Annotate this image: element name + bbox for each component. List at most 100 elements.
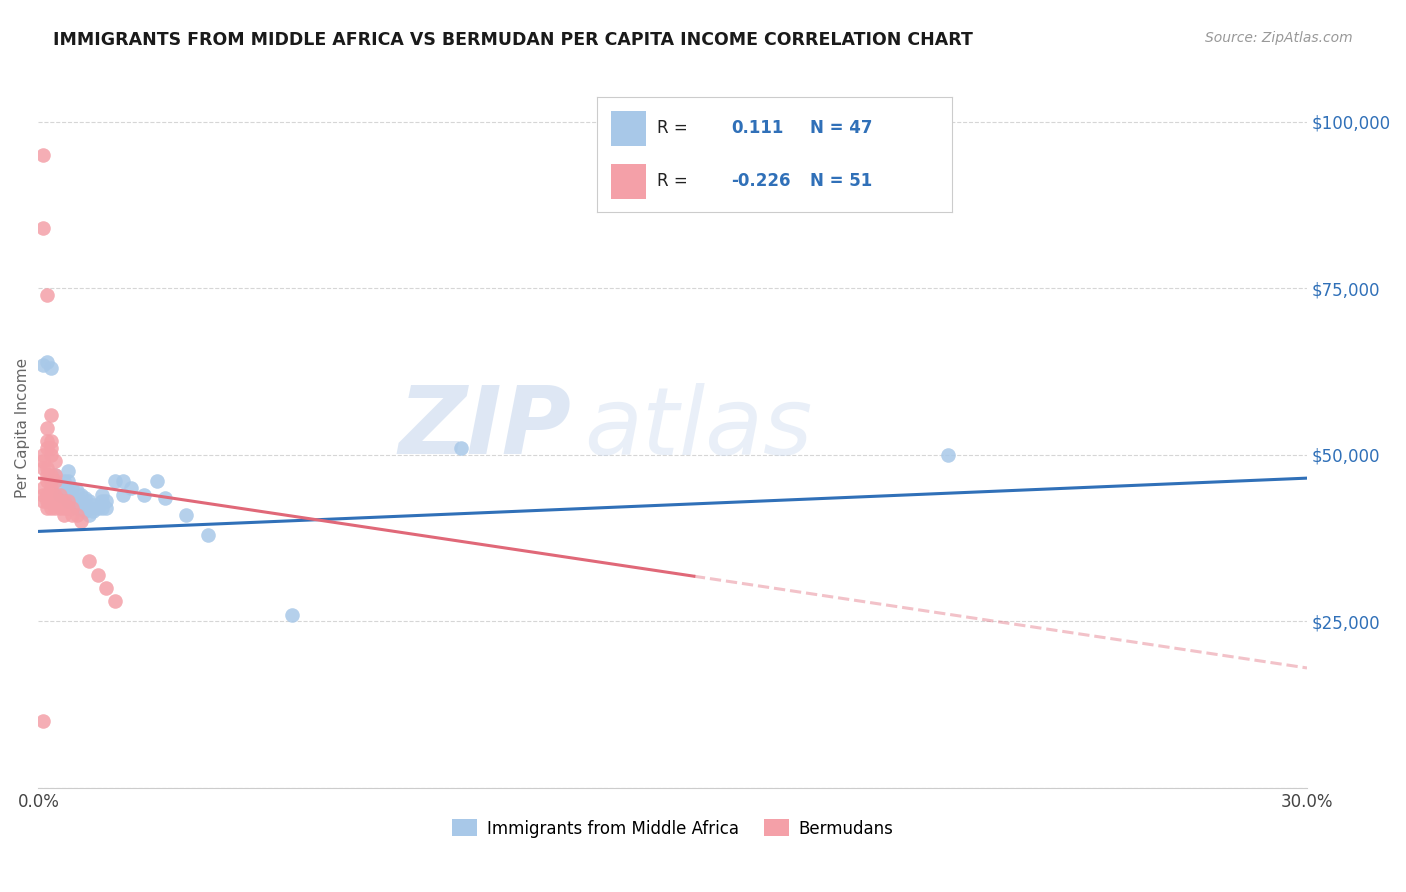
Point (281, 607, 304, 622)
Point (39, 434, 62, 449)
Point (31, 454, 53, 468)
Point (936, 448, 959, 462)
Point (31, 148, 53, 162)
Point (39, 361, 62, 376)
Point (77, 554, 100, 568)
Point (112, 475, 135, 489)
Point (44, 454, 66, 468)
Point (73, 491, 96, 505)
Point (39, 481, 62, 495)
Text: ZIP: ZIP (398, 382, 571, 475)
Point (82, 498, 104, 512)
Point (90, 494, 112, 508)
Point (48, 501, 70, 516)
Point (44, 501, 66, 516)
Point (35, 434, 58, 449)
Point (44, 467, 66, 482)
Point (103, 475, 125, 489)
Point (56, 484, 79, 499)
Point (112, 488, 135, 502)
Point (56, 494, 79, 508)
Point (134, 488, 156, 502)
Point (60, 481, 83, 495)
Point (52, 488, 75, 502)
Point (44, 467, 66, 482)
Point (77, 501, 100, 516)
Point (90, 501, 112, 516)
Point (60, 508, 83, 522)
Point (31, 714, 53, 729)
Text: Source: ZipAtlas.com: Source: ZipAtlas.com (1205, 31, 1353, 45)
Point (56, 494, 79, 508)
Point (48, 488, 70, 502)
Point (44, 475, 66, 489)
Point (39, 501, 62, 516)
Point (31, 488, 53, 502)
Point (35, 288, 58, 302)
Point (35, 354, 58, 368)
Point (60, 488, 83, 502)
Point (77, 494, 100, 508)
Point (35, 488, 58, 502)
Point (69, 494, 91, 508)
Point (197, 527, 219, 541)
Point (65, 508, 87, 522)
Point (77, 508, 100, 522)
Point (69, 501, 91, 516)
Point (56, 501, 79, 516)
Point (73, 498, 96, 512)
Point (35, 421, 58, 435)
Point (35, 494, 58, 508)
Point (60, 501, 83, 516)
Point (69, 515, 91, 529)
Point (39, 467, 62, 482)
Point (82, 504, 104, 518)
Point (35, 467, 58, 482)
Point (35, 461, 58, 475)
Point (52, 501, 75, 516)
Point (56, 465, 79, 479)
Text: IMMIGRANTS FROM MIDDLE AFRICA VS BERMUDAN PER CAPITA INCOME CORRELATION CHART: IMMIGRANTS FROM MIDDLE AFRICA VS BERMUDA… (53, 31, 973, 49)
Point (48, 477, 70, 491)
Point (52, 494, 75, 508)
Point (86, 501, 108, 516)
Point (94, 581, 117, 595)
Point (176, 508, 198, 522)
Point (69, 488, 91, 502)
Point (65, 494, 87, 508)
Point (52, 508, 75, 522)
Y-axis label: Per Capita Income: Per Capita Income (15, 358, 30, 499)
Point (65, 501, 87, 516)
Point (39, 408, 62, 422)
Point (60, 494, 83, 508)
Point (39, 475, 62, 489)
Point (121, 481, 143, 495)
Point (31, 448, 53, 462)
Point (35, 475, 58, 489)
Point (48, 494, 70, 508)
Text: atlas: atlas (583, 383, 813, 474)
Point (39, 488, 62, 502)
Point (90, 488, 112, 502)
Point (44, 488, 66, 502)
Point (39, 448, 62, 462)
Point (39, 494, 62, 508)
Point (73, 504, 96, 518)
Point (65, 484, 87, 499)
Point (35, 441, 58, 455)
Point (94, 494, 117, 508)
Point (155, 491, 177, 505)
Point (56, 475, 79, 489)
Point (31, 481, 53, 495)
Point (52, 475, 75, 489)
Point (86, 567, 108, 582)
Point (94, 501, 117, 516)
Point (31, 494, 53, 508)
Point (31, 358, 53, 372)
Point (39, 441, 62, 455)
Point (35, 501, 58, 516)
Point (44, 494, 66, 508)
Point (31, 221, 53, 235)
Legend: Immigrants from Middle Africa, Bermudans: Immigrants from Middle Africa, Bermudans (446, 813, 900, 844)
Point (146, 475, 169, 489)
